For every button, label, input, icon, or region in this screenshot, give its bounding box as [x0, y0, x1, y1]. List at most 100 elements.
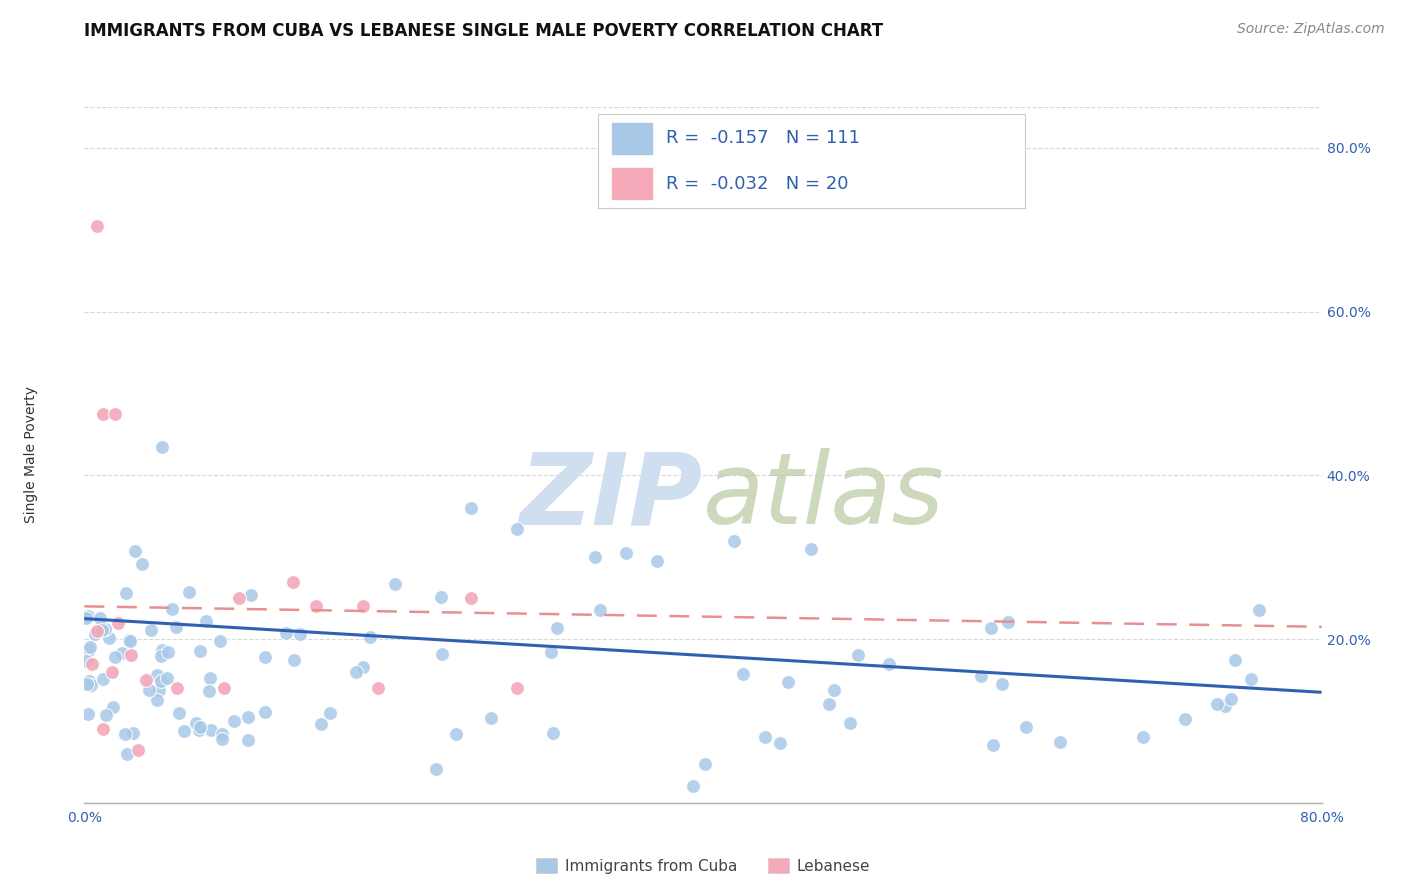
- Point: [589, 603, 612, 617]
- Point: [101, 665, 124, 679]
- Point: [120, 648, 142, 663]
- Point: [723, 533, 745, 548]
- Point: [117, 632, 139, 647]
- Point: [359, 630, 381, 644]
- Point: [1240, 672, 1263, 686]
- Point: [506, 681, 529, 696]
- Point: [111, 646, 134, 660]
- Point: [77, 643, 100, 657]
- Point: [211, 731, 233, 746]
- Point: [444, 727, 467, 741]
- Point: [228, 591, 250, 606]
- Point: [198, 684, 221, 698]
- Point: [1220, 691, 1243, 706]
- Point: [1174, 712, 1197, 726]
- Point: [165, 620, 187, 634]
- Point: [146, 668, 169, 682]
- Point: [150, 643, 173, 657]
- Point: [430, 590, 453, 604]
- Point: [614, 546, 637, 560]
- Point: [583, 550, 606, 565]
- Point: [236, 732, 259, 747]
- Point: [288, 626, 311, 640]
- Point: [733, 667, 755, 681]
- Point: [1205, 697, 1227, 711]
- Point: [846, 648, 869, 663]
- Point: [188, 644, 211, 658]
- Point: [194, 615, 217, 629]
- Point: [240, 588, 263, 602]
- Point: [283, 653, 305, 667]
- Point: [212, 681, 235, 696]
- Point: [76, 608, 98, 623]
- Point: [211, 727, 233, 741]
- Point: [167, 706, 190, 721]
- Point: [91, 672, 114, 686]
- Point: [179, 585, 201, 599]
- Point: [200, 723, 222, 737]
- Point: [86, 624, 108, 638]
- Point: [682, 780, 704, 794]
- Point: [877, 657, 900, 671]
- Point: [94, 622, 117, 636]
- Point: [150, 440, 173, 454]
- Text: Source: ZipAtlas.com: Source: ZipAtlas.com: [1237, 22, 1385, 37]
- Point: [146, 693, 169, 707]
- Text: ZIP: ZIP: [520, 448, 703, 545]
- Text: IMMIGRANTS FROM CUBA VS LEBANESE SINGLE MALE POVERTY CORRELATION CHART: IMMIGRANTS FROM CUBA VS LEBANESE SINGLE …: [84, 22, 883, 40]
- Point: [754, 730, 776, 744]
- Point: [103, 700, 125, 714]
- Point: [114, 727, 136, 741]
- Point: [800, 542, 823, 557]
- Point: [89, 611, 111, 625]
- Point: [86, 219, 108, 233]
- Point: [157, 644, 180, 658]
- Point: [82, 657, 104, 671]
- Legend: Immigrants from Cuba, Lebanese: Immigrants from Cuba, Lebanese: [530, 852, 876, 880]
- Point: [187, 723, 209, 737]
- Point: [91, 722, 114, 736]
- Point: [79, 640, 101, 655]
- Point: [693, 756, 716, 771]
- Point: [305, 599, 328, 614]
- Point: [135, 673, 157, 687]
- Point: [236, 710, 259, 724]
- Point: [77, 673, 100, 688]
- Point: [84, 626, 107, 640]
- Point: [160, 601, 183, 615]
- Point: [506, 522, 529, 536]
- Point: [991, 677, 1014, 691]
- Point: [80, 678, 103, 692]
- Point: [540, 645, 562, 659]
- Point: [1213, 698, 1236, 713]
- Point: [281, 574, 305, 589]
- Point: [115, 747, 138, 761]
- Point: [823, 682, 845, 697]
- Point: [460, 501, 482, 516]
- Text: Single Male Poverty: Single Male Poverty: [24, 386, 38, 524]
- Point: [997, 615, 1019, 630]
- Point: [776, 675, 799, 690]
- Point: [91, 407, 114, 421]
- Point: [1132, 730, 1154, 744]
- Point: [91, 623, 114, 637]
- Point: [1014, 720, 1036, 734]
- Point: [173, 724, 195, 739]
- Point: [1249, 603, 1271, 617]
- Point: [114, 586, 136, 600]
- Point: [460, 591, 482, 606]
- Point: [107, 615, 129, 630]
- Point: [97, 631, 120, 645]
- Point: [344, 665, 367, 680]
- Point: [127, 742, 149, 756]
- Point: [188, 720, 211, 734]
- Point: [149, 648, 172, 663]
- Point: [155, 671, 177, 685]
- Point: [254, 649, 277, 664]
- Point: [352, 660, 374, 674]
- Point: [75, 611, 97, 625]
- Point: [198, 671, 221, 685]
- Point: [384, 577, 406, 591]
- Point: [1223, 653, 1246, 667]
- Point: [122, 726, 145, 740]
